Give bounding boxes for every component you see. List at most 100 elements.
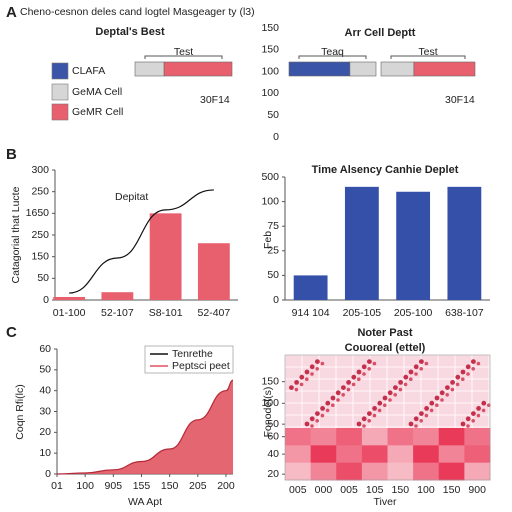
y-tick-label: 50	[267, 418, 279, 430]
pattern-dot	[413, 416, 419, 422]
chart-title: Deptal's Best	[95, 26, 165, 38]
pattern-dot	[294, 380, 299, 385]
pattern-dot	[367, 411, 372, 416]
heat-cell	[336, 462, 363, 481]
x-tick-label: 105	[366, 484, 384, 496]
annotation: 30F14	[445, 94, 475, 106]
pattern-dot	[419, 419, 424, 423]
y-tick-label: 150	[261, 22, 279, 34]
bar-segment	[349, 61, 377, 77]
bar	[149, 213, 182, 300]
heat-cell	[310, 428, 337, 446]
pattern-dot	[367, 367, 372, 371]
pattern-dot	[309, 416, 315, 422]
pattern-dot	[310, 372, 314, 376]
heat-cell	[310, 462, 337, 481]
pattern-dot	[429, 408, 434, 413]
y-tick-label: 20	[267, 468, 279, 480]
heat-cell	[387, 462, 414, 481]
x-tick-label: 000	[315, 484, 333, 496]
x-tick-label: 52-407	[198, 307, 231, 319]
pattern-dot	[330, 395, 336, 401]
y-axis-label: Fonodet(s)	[262, 387, 274, 438]
pattern-dot	[294, 387, 299, 392]
y-tick-label: 20	[39, 426, 51, 438]
panel-label: C	[6, 324, 17, 341]
pattern-dot	[382, 395, 388, 401]
y-tick-label: 75	[267, 220, 279, 232]
pattern-bg	[285, 355, 490, 428]
heat-cell	[336, 445, 363, 464]
y-tick-label: 100	[261, 65, 279, 77]
pattern-dot	[455, 374, 461, 380]
pattern-dot	[320, 406, 325, 411]
chart-title: Time Alsency Canhie Deplet	[312, 164, 459, 176]
pattern-dot	[351, 374, 357, 380]
x-tick-label: 100	[76, 480, 94, 492]
y-axis-label: Catagorial that Lucte	[10, 186, 22, 283]
pattern-dot	[341, 385, 346, 390]
heat-cell	[361, 462, 388, 481]
x-tick-label: S8-101	[149, 307, 183, 319]
y-tick-label: 250	[31, 185, 49, 197]
y-tick-label: 1650	[26, 207, 50, 219]
heat-cell	[285, 462, 312, 481]
heat-cell	[285, 445, 312, 464]
pattern-dot	[455, 382, 460, 387]
y-tick-label: 0	[45, 468, 51, 480]
legend-swatch	[51, 62, 69, 80]
x-tick-label: 638-107	[445, 307, 484, 319]
legend-label: Peptsci peet	[172, 360, 230, 372]
pattern-dot	[393, 385, 398, 390]
y-tick-label: 0	[43, 294, 49, 306]
legend-swatch	[51, 103, 69, 121]
y-tick-label: 25	[267, 245, 279, 257]
heat-cell	[464, 445, 491, 464]
x-tick-label: 01	[51, 480, 63, 492]
pattern-dot	[362, 372, 366, 376]
pattern-dot	[461, 377, 465, 382]
heat-cell	[438, 428, 465, 446]
pattern-dot	[481, 400, 487, 406]
y-tick-label: 30	[39, 405, 51, 417]
y-tick-label: 150	[261, 375, 279, 387]
x-tick-label: 205-100	[394, 307, 433, 319]
annotation: 30F14	[200, 94, 230, 106]
legend-swatch	[51, 83, 69, 101]
pattern-dot	[367, 359, 372, 364]
heat-cell	[464, 428, 491, 446]
pattern-dot	[466, 424, 470, 428]
heat-cell	[413, 462, 440, 481]
plot-frame	[284, 354, 491, 481]
x-tick-label: 155	[133, 480, 151, 492]
pattern-dot	[361, 364, 367, 370]
x-tick-label: 905	[105, 480, 123, 492]
bar-segment	[380, 61, 415, 77]
pattern-dot	[445, 385, 450, 390]
trend-line	[69, 189, 214, 294]
bar-label: Test	[418, 46, 437, 58]
figure-title: Cheno-cesnon deles cand logtel Masgeager…	[20, 6, 255, 18]
x-tick-label: 005	[289, 484, 307, 496]
pattern-dot	[362, 424, 366, 428]
pattern-dot	[445, 393, 450, 397]
y-tick-label: 0	[273, 294, 279, 306]
pattern-dot	[408, 369, 414, 375]
pattern-dot	[419, 359, 424, 364]
pattern-dot	[304, 369, 310, 375]
pattern-dot	[398, 387, 403, 392]
bar	[396, 191, 431, 300]
bar-label: Test	[174, 46, 193, 58]
bar-segment	[134, 61, 165, 77]
pattern-dot	[409, 377, 413, 382]
y-tick-label: 50	[37, 272, 49, 284]
y-tick-label: 100	[261, 87, 279, 99]
pattern-dot	[434, 395, 440, 401]
pattern-dot	[315, 359, 320, 364]
pattern-dot	[356, 369, 362, 375]
pattern-dot	[305, 377, 309, 382]
pattern-dot	[471, 411, 476, 416]
bar-segment	[163, 61, 233, 77]
x-tick-label: 01-100	[53, 307, 86, 319]
pattern-dot	[320, 413, 325, 418]
